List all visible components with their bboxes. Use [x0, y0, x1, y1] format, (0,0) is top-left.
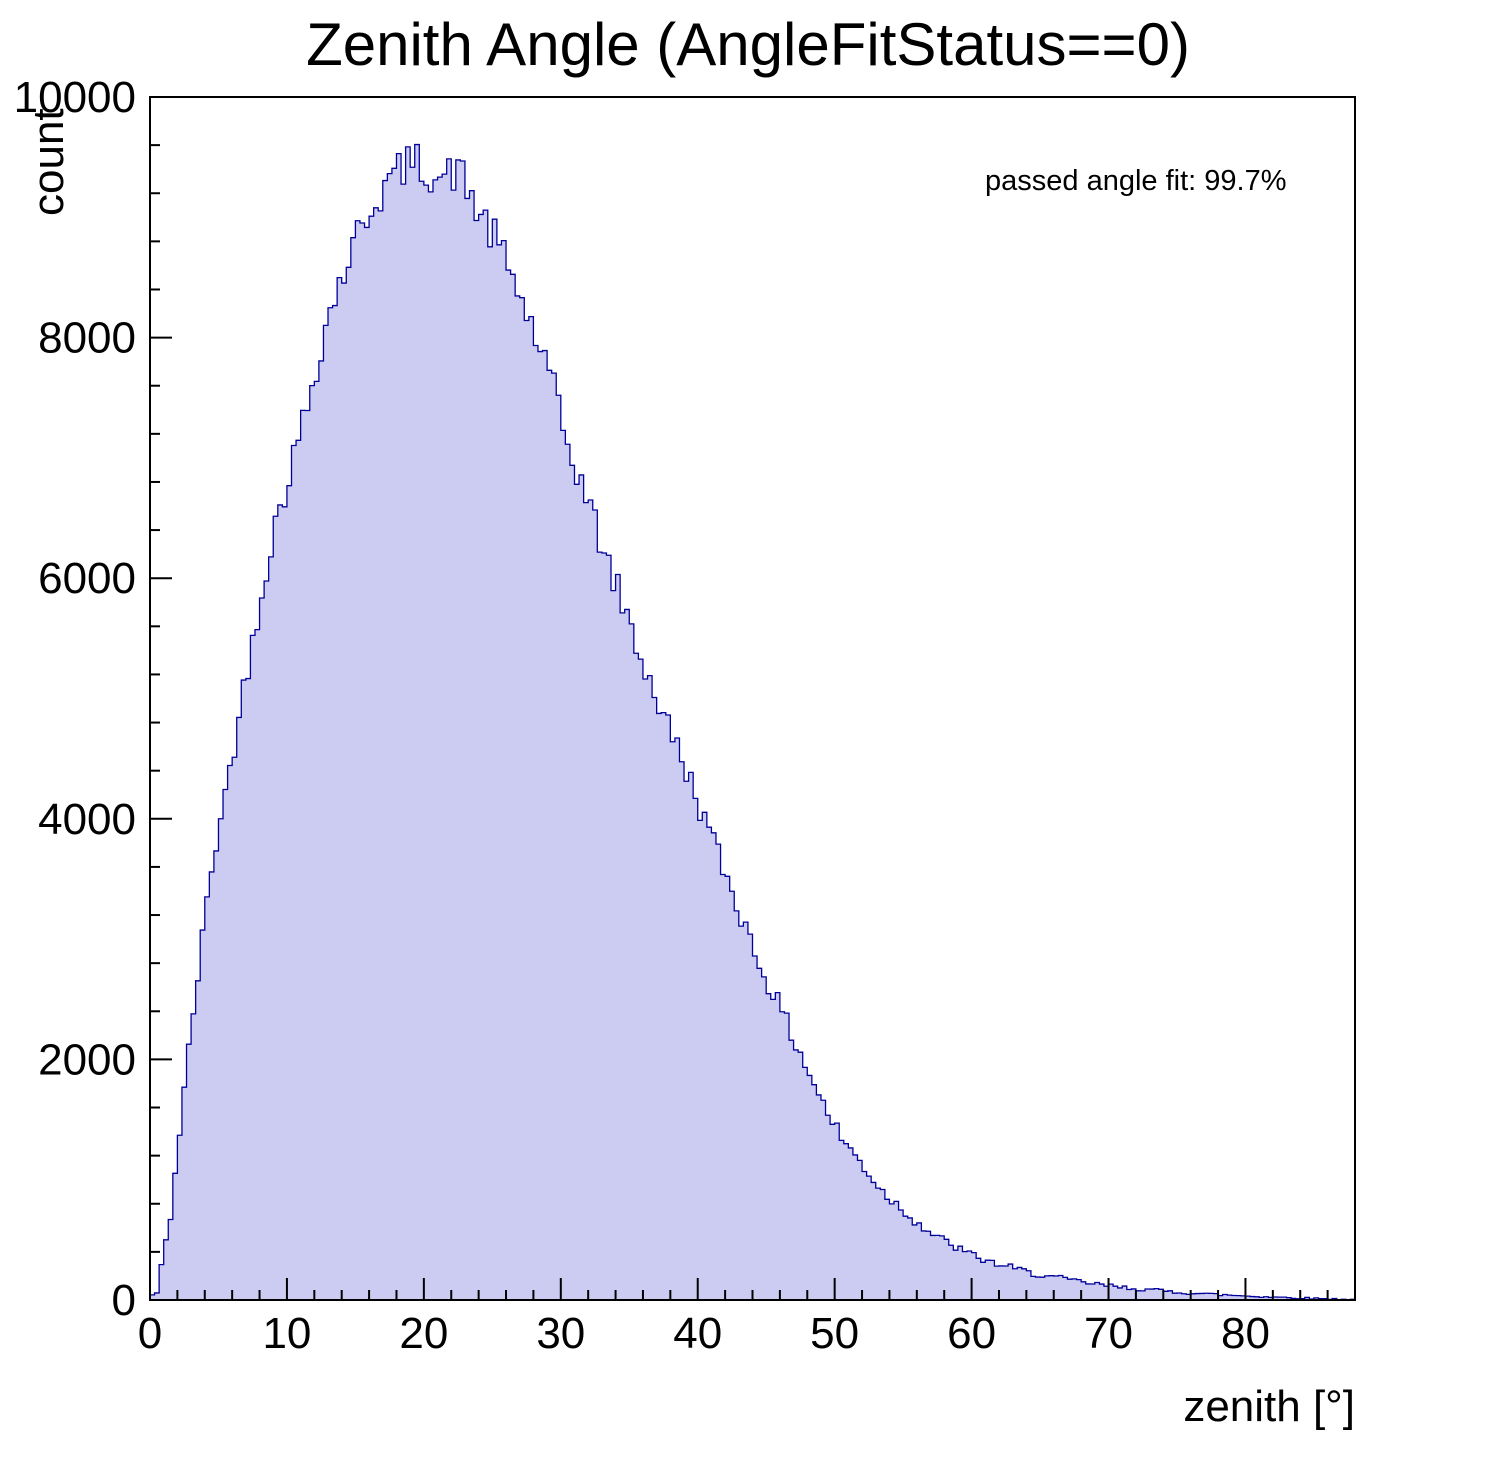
y-tick-label: 0: [112, 1276, 136, 1325]
y-tick-label: 6000: [38, 554, 136, 603]
x-tick-label: 10: [262, 1309, 311, 1358]
x-tick-label: 60: [947, 1309, 996, 1358]
x-tick-label: 70: [1084, 1309, 1133, 1358]
y-tick-label: 8000: [38, 314, 136, 363]
x-tick-label: 50: [810, 1309, 859, 1358]
histogram-path: [150, 143, 1355, 1300]
passed-angle-fit-label: passed angle fit: 99.7%: [985, 165, 1287, 197]
y-tick-label: 2000: [38, 1035, 136, 1084]
chart-title: Zenith Angle (AngleFitStatus==0): [306, 11, 1190, 78]
x-axis-label: zenith [°]: [1183, 1382, 1355, 1431]
x-tick-label: 80: [1221, 1309, 1270, 1358]
y-tick-label: 10000: [14, 73, 136, 122]
x-tick-label: 30: [536, 1309, 585, 1358]
x-tick-label: 0: [138, 1309, 162, 1358]
x-tick-label: 40: [673, 1309, 722, 1358]
y-tick-label: 4000: [38, 795, 136, 844]
x-tick-label: 20: [399, 1309, 448, 1358]
